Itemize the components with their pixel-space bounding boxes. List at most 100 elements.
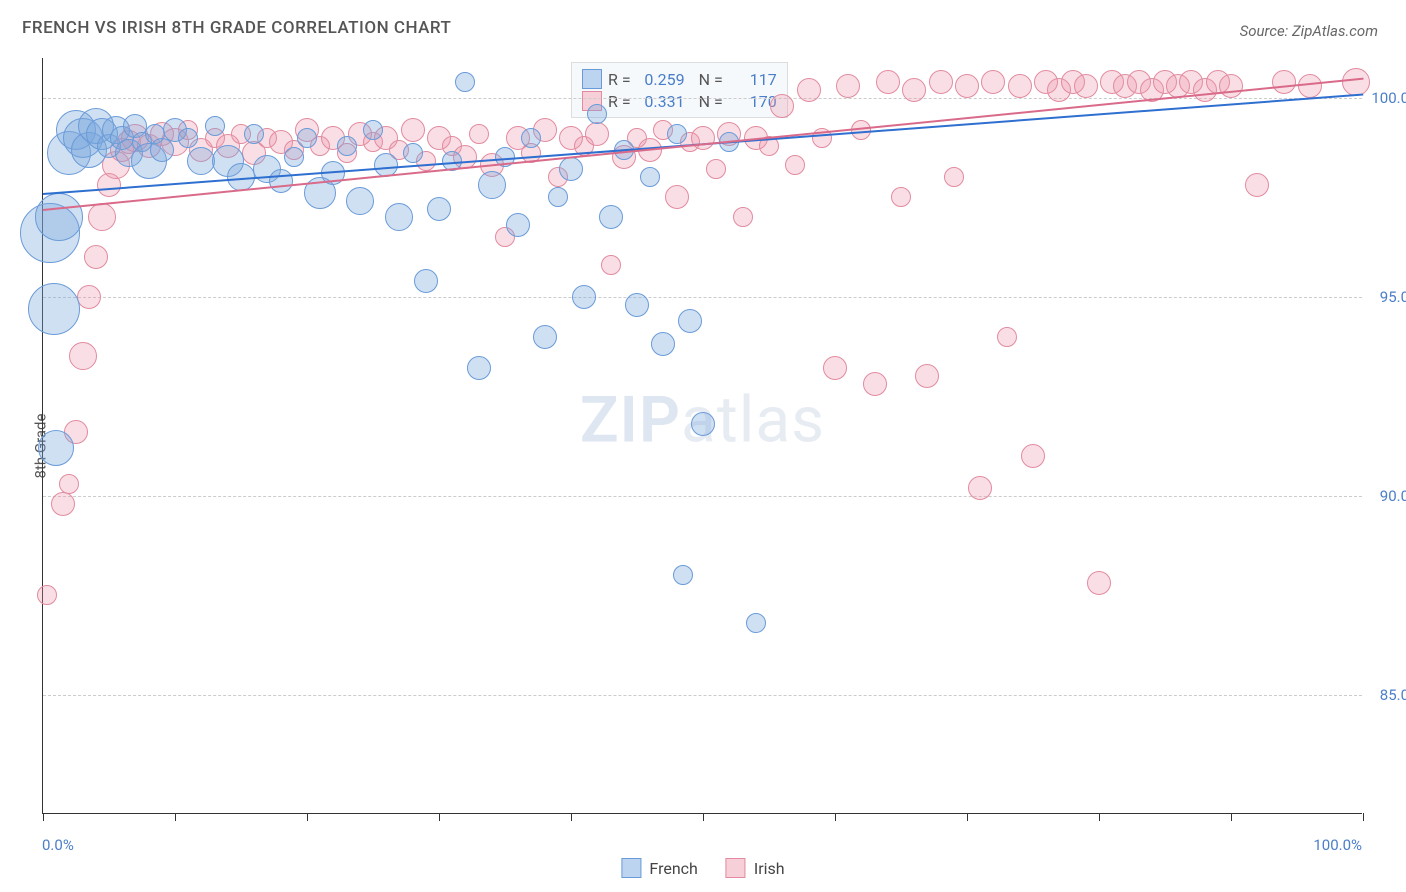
french-point bbox=[678, 309, 702, 333]
french-point bbox=[244, 124, 264, 144]
y-tick-label: 85.0% bbox=[1380, 686, 1406, 704]
x-tick bbox=[175, 813, 176, 821]
french-point bbox=[548, 187, 568, 207]
french-point bbox=[746, 613, 766, 633]
french-point bbox=[284, 147, 304, 167]
french-point bbox=[403, 143, 423, 163]
irish-point bbox=[981, 70, 1005, 94]
french-swatch-icon bbox=[582, 69, 602, 89]
y-tick-label: 100.0% bbox=[1371, 89, 1406, 107]
irish-point bbox=[1298, 74, 1322, 98]
irish-point bbox=[88, 203, 116, 231]
y-tick-label: 90.0% bbox=[1380, 487, 1406, 505]
chart-title: FRENCH VS IRISH 8TH GRADE CORRELATION CH… bbox=[22, 18, 451, 38]
x-tick bbox=[1099, 813, 1100, 821]
irish-point bbox=[915, 364, 939, 388]
irish-point bbox=[77, 285, 101, 309]
x-tick bbox=[43, 813, 44, 821]
irish-point bbox=[997, 327, 1017, 347]
irish-point bbox=[876, 70, 900, 94]
french-point bbox=[205, 116, 225, 136]
irish-point bbox=[59, 474, 79, 494]
legend-item: Irish bbox=[726, 858, 785, 878]
irish-point bbox=[955, 74, 979, 98]
french-point bbox=[178, 128, 198, 148]
irish-point bbox=[1008, 74, 1032, 98]
x-tick bbox=[967, 813, 968, 821]
irish-point bbox=[1245, 173, 1269, 197]
x-tick bbox=[703, 813, 704, 821]
french-point bbox=[414, 269, 438, 293]
french-point bbox=[521, 128, 541, 148]
r-value: 0.331 bbox=[637, 92, 685, 111]
french-point bbox=[506, 213, 530, 237]
french-point bbox=[363, 120, 383, 140]
french-point bbox=[269, 169, 293, 193]
r-label: R = bbox=[608, 92, 631, 111]
irish-point bbox=[968, 476, 992, 500]
irish-point bbox=[891, 187, 911, 207]
french-point bbox=[467, 356, 491, 380]
french-point bbox=[297, 128, 317, 148]
french-point bbox=[150, 138, 174, 162]
french-swatch-icon bbox=[621, 858, 641, 878]
irish-point bbox=[797, 78, 821, 102]
irish-point bbox=[1074, 74, 1098, 98]
irish-point bbox=[401, 118, 425, 142]
irish-point bbox=[665, 185, 689, 209]
legend-stats-row: R =0.331N =170 bbox=[582, 91, 777, 111]
watermark-zip: ZIP bbox=[580, 383, 681, 458]
irish-point bbox=[706, 159, 726, 179]
r-value: 0.259 bbox=[637, 70, 685, 89]
gridline bbox=[43, 496, 1362, 497]
french-point bbox=[28, 283, 80, 335]
french-point bbox=[35, 193, 83, 241]
irish-point bbox=[37, 585, 57, 605]
irish-point bbox=[902, 78, 926, 102]
legend-stats-row: R =0.259N =117 bbox=[582, 69, 777, 89]
legend-label: French bbox=[649, 859, 697, 878]
n-label: N = bbox=[699, 92, 723, 111]
french-point bbox=[667, 124, 687, 144]
irish-point bbox=[733, 207, 753, 227]
x-tick bbox=[835, 813, 836, 821]
legend-item: French bbox=[621, 858, 697, 878]
x-tick bbox=[1363, 813, 1364, 821]
french-point bbox=[572, 285, 596, 309]
irish-point bbox=[1219, 74, 1243, 98]
n-value: 117 bbox=[729, 70, 777, 89]
n-label: N = bbox=[699, 70, 723, 89]
irish-point bbox=[84, 245, 108, 269]
french-point bbox=[691, 412, 715, 436]
french-point bbox=[385, 203, 413, 231]
x-axis-label: 100.0% bbox=[1313, 836, 1362, 854]
french-point bbox=[455, 72, 475, 92]
irish-point bbox=[944, 167, 964, 187]
french-point bbox=[533, 325, 557, 349]
irish-point bbox=[585, 122, 609, 146]
y-tick-label: 95.0% bbox=[1380, 288, 1406, 306]
irish-point bbox=[1342, 68, 1370, 96]
irish-point bbox=[1087, 571, 1111, 595]
x-tick bbox=[307, 813, 308, 821]
french-point bbox=[337, 136, 357, 156]
irish-point bbox=[601, 255, 621, 275]
french-point bbox=[599, 205, 623, 229]
french-point bbox=[625, 293, 649, 317]
chart-plot-area: ZIPatlas R =0.259N =117R =0.331N =170 85… bbox=[42, 58, 1362, 814]
irish-point bbox=[69, 342, 97, 370]
french-point bbox=[673, 565, 693, 585]
french-point bbox=[587, 104, 607, 124]
gridline bbox=[43, 695, 1362, 696]
x-tick bbox=[439, 813, 440, 821]
french-point bbox=[346, 187, 374, 215]
source-label: Source: ZipAtlas.com bbox=[1240, 22, 1378, 40]
french-point bbox=[38, 430, 74, 466]
irish-point bbox=[469, 124, 489, 144]
irish-point bbox=[1272, 70, 1296, 94]
french-point bbox=[651, 332, 675, 356]
irish-point bbox=[770, 94, 794, 118]
irish-point bbox=[51, 492, 75, 516]
x-axis-label: 0.0% bbox=[42, 836, 74, 854]
legend-label: Irish bbox=[754, 859, 785, 878]
